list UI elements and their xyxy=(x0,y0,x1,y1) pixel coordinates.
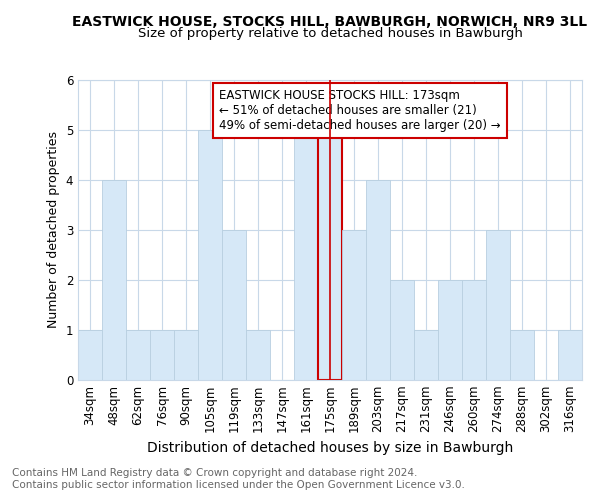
Bar xyxy=(366,180,390,380)
Bar xyxy=(126,330,150,380)
Bar xyxy=(198,130,222,380)
Text: EASTWICK HOUSE STOCKS HILL: 173sqm
← 51% of detached houses are smaller (21)
49%: EASTWICK HOUSE STOCKS HILL: 173sqm ← 51%… xyxy=(219,89,501,132)
Bar xyxy=(486,230,510,380)
Bar xyxy=(246,330,270,380)
Bar xyxy=(462,280,486,380)
Bar xyxy=(342,230,366,380)
Bar xyxy=(390,280,414,380)
Bar xyxy=(222,230,246,380)
Text: EASTWICK HOUSE, STOCKS HILL, BAWBURGH, NORWICH, NR9 3LL: EASTWICK HOUSE, STOCKS HILL, BAWBURGH, N… xyxy=(73,15,587,29)
Bar xyxy=(174,330,198,380)
Bar xyxy=(150,330,174,380)
Bar xyxy=(78,330,102,380)
X-axis label: Distribution of detached houses by size in Bawburgh: Distribution of detached houses by size … xyxy=(147,441,513,455)
Bar xyxy=(510,330,534,380)
Bar xyxy=(558,330,582,380)
Text: Size of property relative to detached houses in Bawburgh: Size of property relative to detached ho… xyxy=(137,28,523,40)
Y-axis label: Number of detached properties: Number of detached properties xyxy=(47,132,60,328)
Bar xyxy=(414,330,438,380)
Bar xyxy=(318,130,342,380)
Bar xyxy=(102,180,126,380)
Bar xyxy=(294,130,318,380)
Bar xyxy=(438,280,462,380)
Text: Contains HM Land Registry data © Crown copyright and database right 2024.
Contai: Contains HM Land Registry data © Crown c… xyxy=(12,468,465,490)
